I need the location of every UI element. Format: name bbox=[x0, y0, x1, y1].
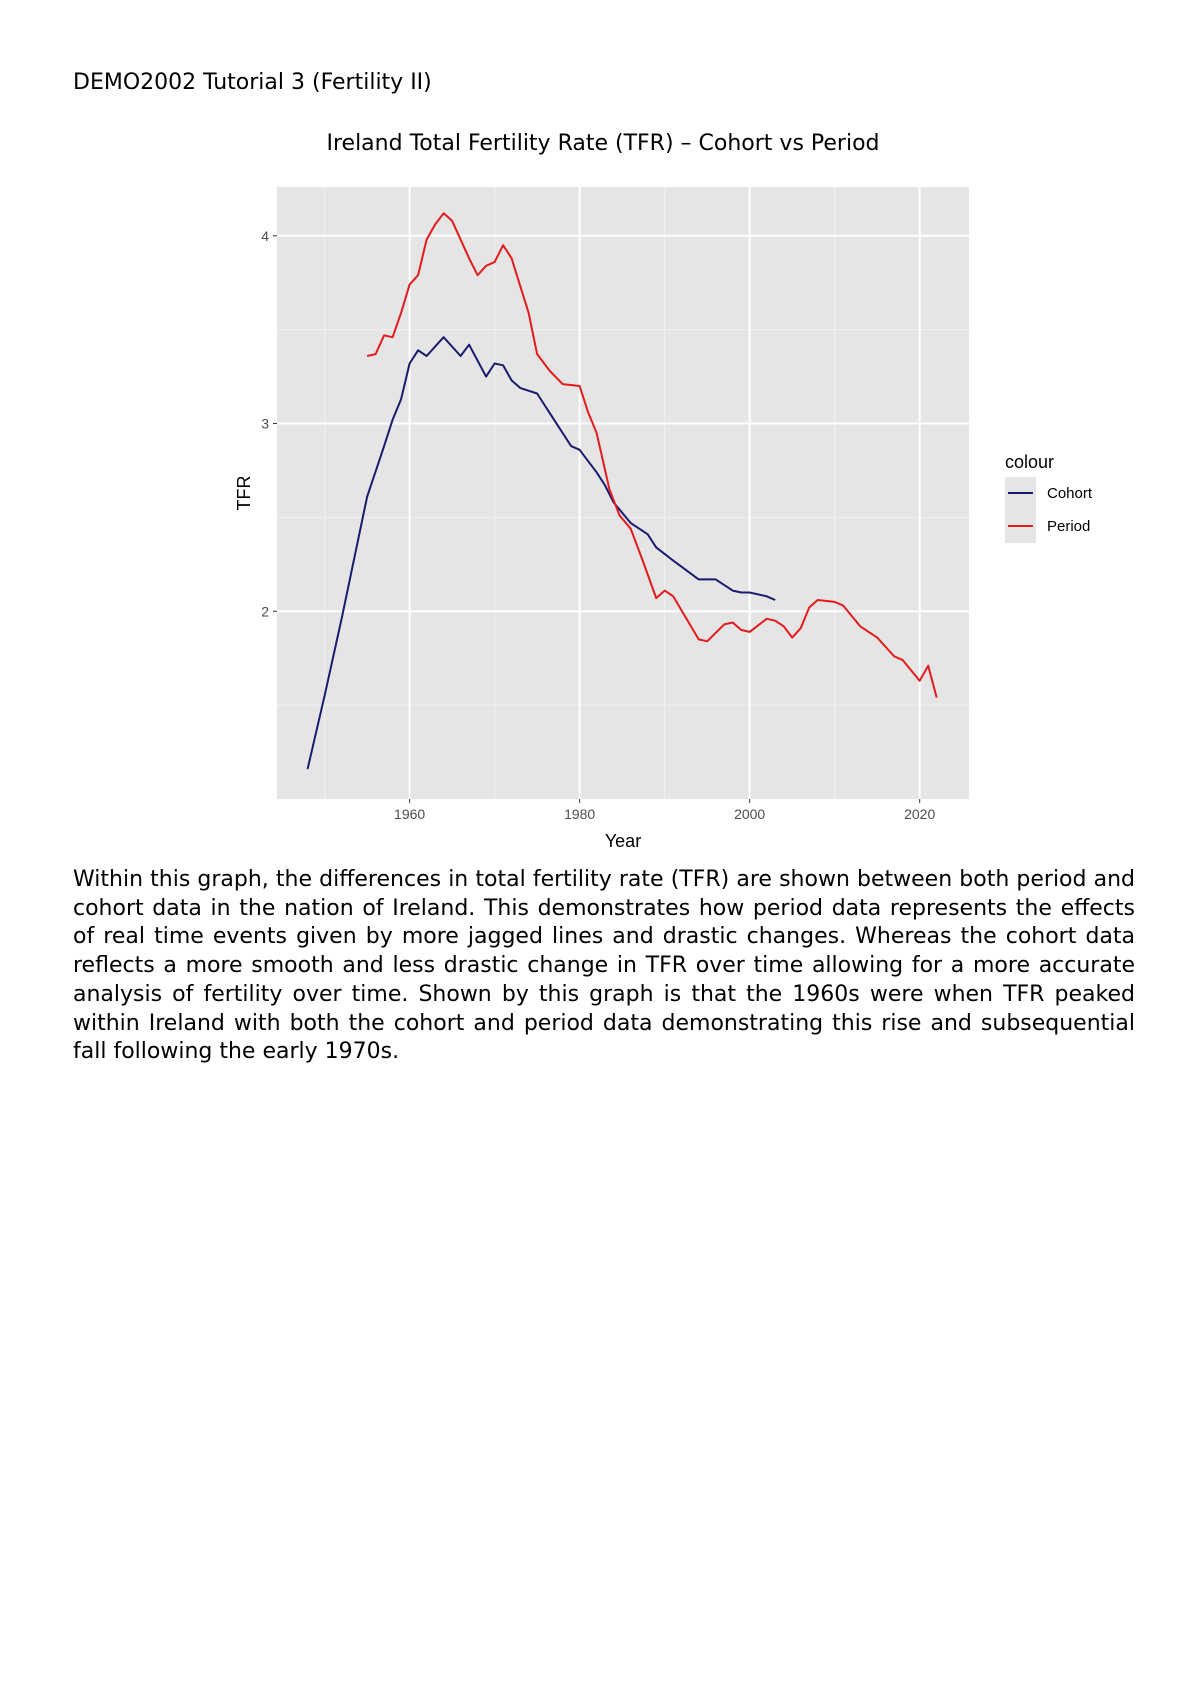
y-tick-label: 4 bbox=[261, 228, 269, 244]
series-line-period bbox=[366, 212, 938, 698]
y-tick-label: 2 bbox=[261, 603, 269, 619]
chart-title: Ireland Total Fertility Rate (TFR) – Coh… bbox=[326, 131, 879, 156]
tfr-line-chart: Ireland Total Fertility Rate (TFR) – Coh… bbox=[234, 131, 1093, 851]
legend: colour Cohort Period bbox=[1005, 452, 1093, 543]
y-tick-label: 3 bbox=[261, 416, 269, 432]
body-paragraph: Within this graph, the differences in to… bbox=[73, 867, 1135, 1065]
legend-title: colour bbox=[1005, 452, 1054, 472]
series-line-cohort bbox=[306, 336, 776, 770]
x-tick-label: 1960 bbox=[394, 806, 425, 822]
x-axis-title: Year bbox=[605, 831, 641, 851]
y-axis-title: TFR bbox=[234, 476, 254, 511]
series-lines bbox=[306, 212, 938, 770]
gridlines bbox=[277, 187, 969, 799]
document-header: DEMO2002 Tutorial 3 (Fertility II) bbox=[73, 70, 432, 95]
x-tick-label: 2000 bbox=[734, 806, 765, 822]
legend-label-period: Period bbox=[1047, 518, 1090, 535]
axis-ticks: 1960 1980 2000 2020 2 3 4 bbox=[261, 228, 935, 822]
plot-panel bbox=[277, 187, 969, 799]
legend-key-background bbox=[1005, 477, 1036, 543]
legend-label-cohort: Cohort bbox=[1047, 485, 1093, 502]
x-tick-label: 2020 bbox=[904, 806, 935, 822]
x-tick-label: 1980 bbox=[564, 806, 595, 822]
